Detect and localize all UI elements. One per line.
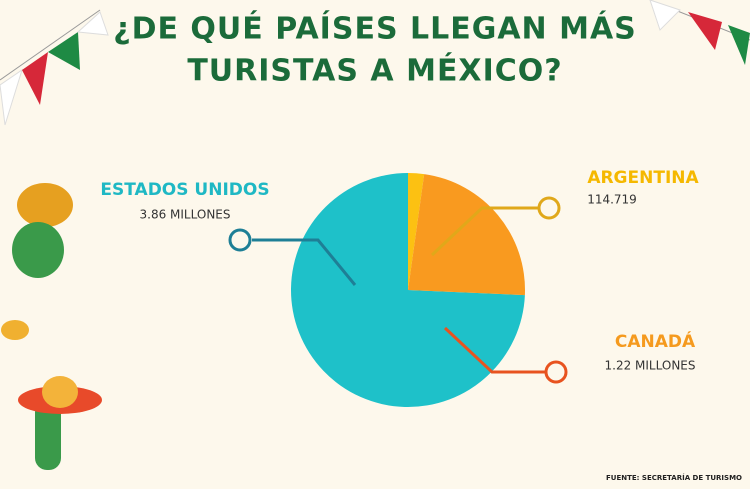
connector-dot xyxy=(544,360,568,384)
connector xyxy=(443,326,545,374)
connector-dot xyxy=(537,196,561,220)
slice-label: ARGENTINA xyxy=(587,168,699,188)
slice-label: CANADÁ xyxy=(615,330,696,352)
chart-title: ¿DE QUÉ PAÍSES LLEGAN MÁS xyxy=(113,11,637,47)
slice-label: ESTADOS UNIDOS xyxy=(100,180,269,200)
connector-dot xyxy=(228,228,252,252)
value-label: 114.719 xyxy=(587,193,637,207)
value-label: 1.22 MILLONES xyxy=(605,359,696,373)
pie-slice xyxy=(408,174,525,296)
source: FUENTE: SECRETARÍA DE TURISMO xyxy=(606,473,742,482)
connector xyxy=(252,238,357,286)
chart-subtitle: TURISTAS A MÉXICO? xyxy=(187,53,562,89)
connector xyxy=(430,206,538,257)
decoration xyxy=(0,0,750,470)
value-label: 3.86 MILLONES xyxy=(140,208,231,222)
pie-slice xyxy=(408,173,425,290)
